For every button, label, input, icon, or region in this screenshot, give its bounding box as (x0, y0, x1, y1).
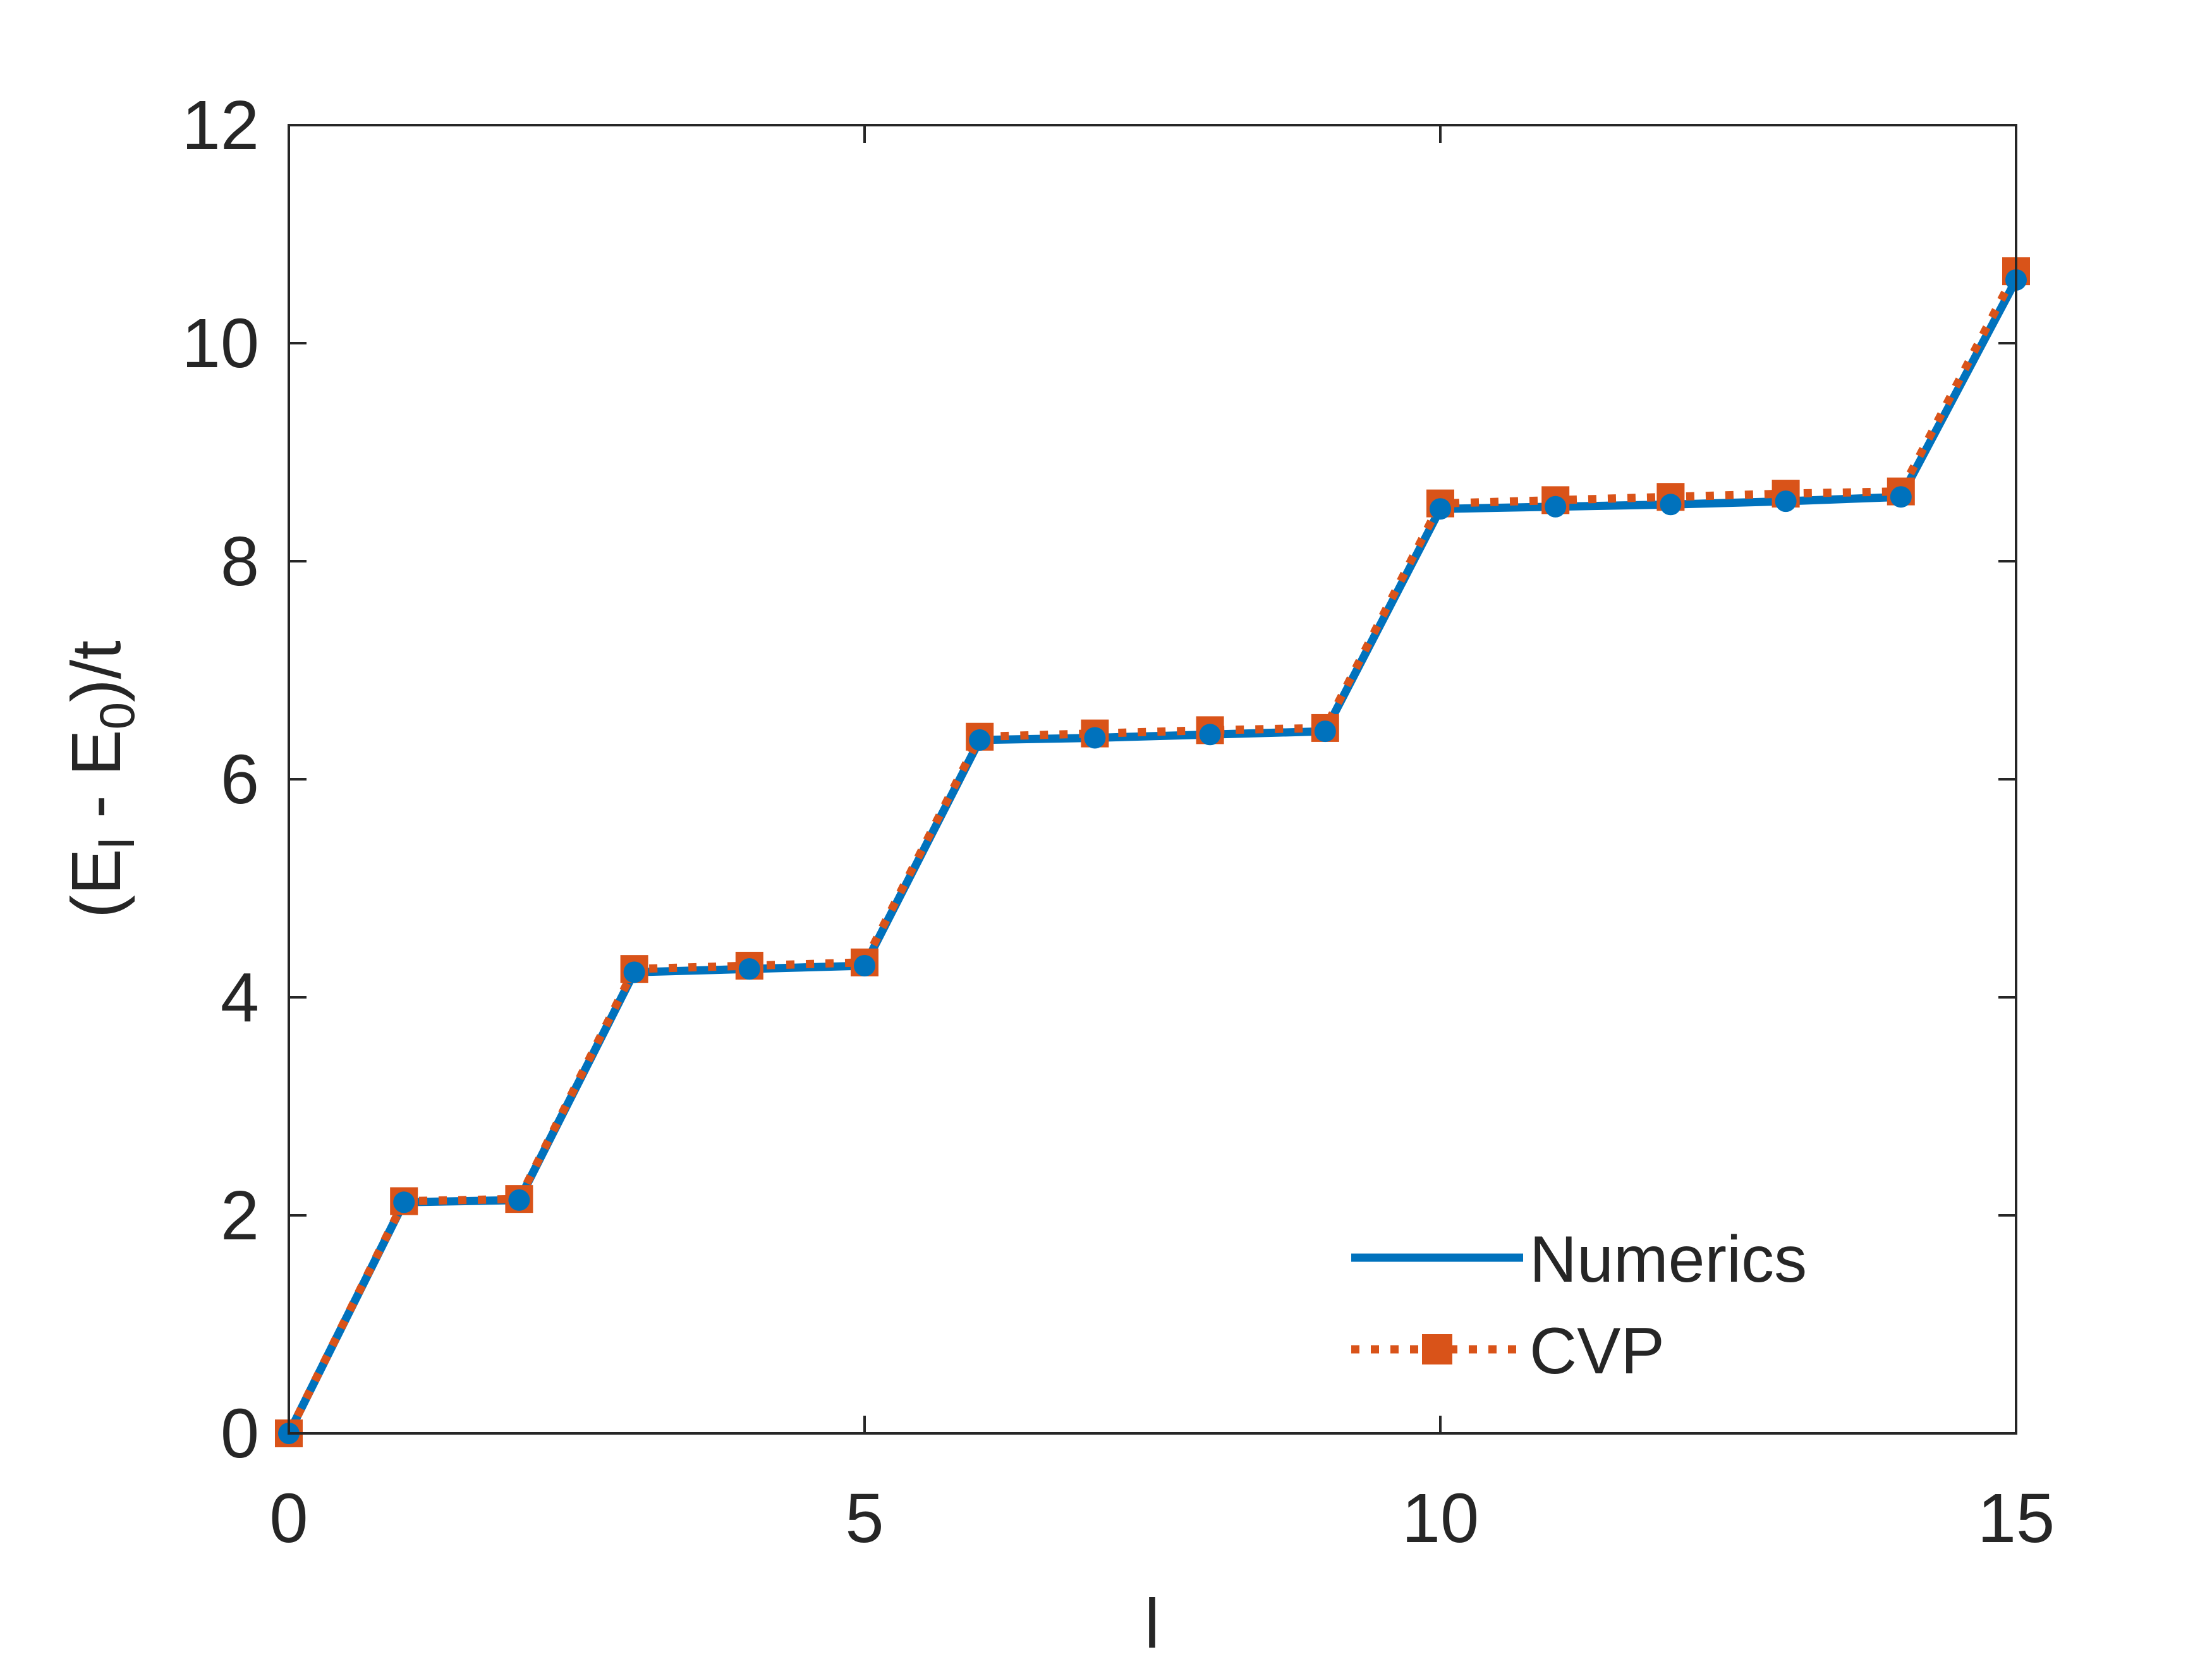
numerics-point (1314, 720, 1336, 743)
tick-layer: 0 5 10 15 0 2 4 6 8 10 12 (182, 87, 2055, 1557)
cvp-line (285, 269, 2020, 1435)
numerics-point (738, 958, 760, 980)
numerics-point (623, 961, 645, 983)
y-tick-label: 0 (221, 1395, 259, 1473)
numerics-point (1660, 494, 1682, 516)
x-tick-label: 5 (845, 1480, 884, 1557)
y-tick-label: 8 (221, 523, 259, 600)
numerics-point (1084, 727, 1106, 749)
y-tick-label: 2 (221, 1177, 259, 1255)
legend: Numerics CVP (1351, 1223, 1807, 1388)
y-axis-label-middle: - E (58, 729, 135, 837)
legend-numerics-label: Numerics (1529, 1223, 1807, 1296)
y-axis-label-end: )/t (58, 640, 135, 702)
y-axis-label-main: (E (58, 849, 135, 918)
numerics-point (1890, 486, 1912, 508)
y-tick-label: 4 (221, 959, 259, 1036)
x-axis-label: l (1145, 1585, 1160, 1659)
y-axis-label-subscript-0: 0 (89, 702, 145, 729)
x-tick-label: 15 (1978, 1480, 2055, 1557)
numerics-point (969, 729, 991, 751)
y-tick-label: 10 (182, 305, 259, 382)
numerics-point (1199, 724, 1221, 746)
numerics-point (1775, 490, 1797, 513)
y-tick-label: 12 (182, 87, 259, 164)
y-axis-label: (El - E0)/t (58, 640, 145, 918)
y-axis-label-subscript-l: l (89, 837, 145, 848)
legend-cvp-label: CVP (1529, 1315, 1665, 1388)
numerics-point (1545, 495, 1567, 518)
legend-cvp-marker (1422, 1334, 1452, 1364)
numerics-point (508, 1189, 530, 1211)
numerics-point (393, 1191, 415, 1213)
x-tick-label: 0 (269, 1480, 308, 1557)
numerics-point (1430, 498, 1451, 520)
x-tick-label: 10 (1402, 1480, 1479, 1557)
numerics-point (854, 954, 875, 976)
y-tick-label: 6 (221, 741, 259, 818)
numerics-line (285, 277, 2020, 1435)
